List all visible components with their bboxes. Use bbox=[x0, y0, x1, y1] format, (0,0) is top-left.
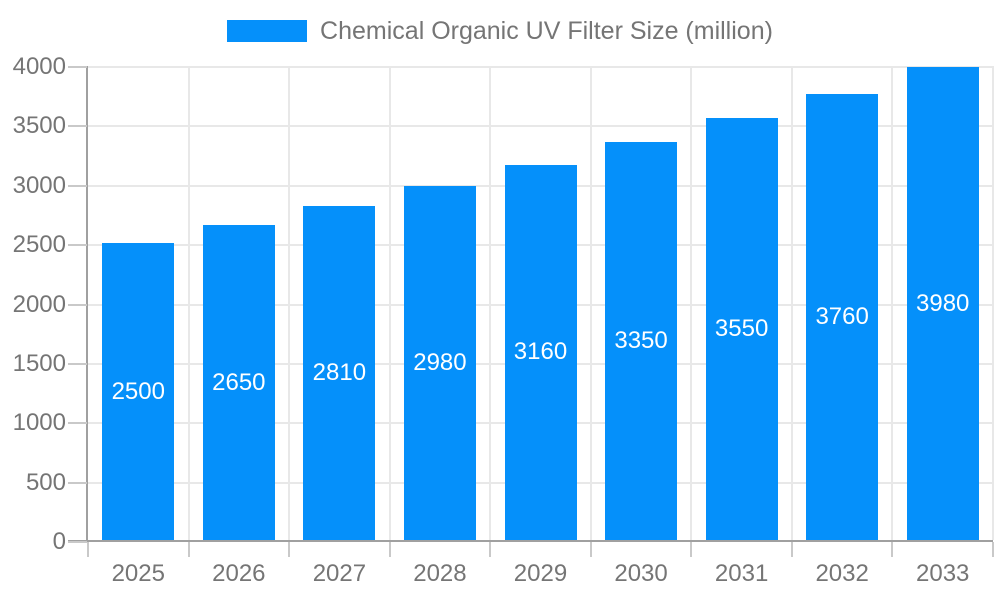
gridline-vertical bbox=[388, 66, 391, 540]
y-axis-tick bbox=[68, 422, 87, 425]
x-axis-label: 2027 bbox=[312, 560, 367, 587]
y-axis-label: 500 bbox=[25, 468, 66, 496]
y-axis-label: 2000 bbox=[12, 290, 66, 318]
bar-2033[interactable]: 3980 bbox=[906, 67, 979, 540]
bar-2032[interactable]: 3760 bbox=[806, 93, 879, 540]
gridline-horizontal bbox=[88, 66, 993, 68]
y-axis-tick bbox=[68, 362, 87, 365]
bar-2031[interactable]: 3550 bbox=[705, 118, 778, 540]
y-axis-label: 2500 bbox=[12, 231, 66, 259]
legend-swatch-icon bbox=[227, 20, 308, 42]
x-axis-tick bbox=[87, 542, 89, 557]
x-axis-tick bbox=[589, 542, 592, 557]
bar-2025[interactable]: 2500 bbox=[102, 243, 175, 540]
x-axis-tick bbox=[489, 542, 492, 557]
x-axis-label: 2026 bbox=[212, 560, 266, 587]
bar-value-label: 3760 bbox=[815, 302, 869, 330]
x-axis-tick bbox=[187, 542, 190, 557]
y-axis-label: 3000 bbox=[12, 171, 66, 199]
y-axis-label: 1000 bbox=[12, 409, 66, 437]
x-axis-tick bbox=[790, 542, 793, 557]
bar-value-label: 2810 bbox=[312, 359, 367, 387]
y-axis-tick bbox=[68, 541, 87, 543]
y-axis-tick bbox=[68, 66, 87, 68]
bar-2027[interactable]: 2810 bbox=[303, 206, 376, 540]
y-axis-label: 1500 bbox=[12, 349, 66, 377]
bar-2026[interactable]: 2650 bbox=[202, 225, 275, 540]
y-axis-tick bbox=[68, 244, 87, 247]
bar-value-label: 3550 bbox=[714, 315, 769, 343]
x-axis-label: 2029 bbox=[513, 560, 568, 587]
gridline-vertical bbox=[790, 66, 793, 540]
gridline-vertical bbox=[690, 66, 693, 540]
x-axis-label: 2031 bbox=[714, 560, 769, 587]
gridline-vertical bbox=[589, 66, 592, 540]
bar-2029[interactable]: 3160 bbox=[504, 164, 577, 540]
x-axis-label: 2030 bbox=[614, 560, 668, 587]
gridline-vertical bbox=[288, 66, 291, 540]
x-axis-tick bbox=[690, 542, 693, 557]
x-axis-label: 2028 bbox=[413, 560, 467, 587]
y-axis-tick bbox=[68, 481, 87, 484]
y-axis-label: 0 bbox=[52, 528, 66, 555]
bar-2030[interactable]: 3350 bbox=[605, 142, 678, 540]
y-axis-label: 4000 bbox=[12, 53, 66, 80]
x-axis-tick bbox=[388, 542, 391, 557]
bar-value-label: 2500 bbox=[111, 377, 165, 405]
legend-label: Chemical Organic UV Filter Size (million… bbox=[320, 16, 773, 45]
y-axis-tick bbox=[68, 125, 87, 128]
bar-value-label: 3980 bbox=[916, 289, 970, 317]
legend[interactable]: Chemical Organic UV Filter Size (million… bbox=[0, 16, 1000, 46]
bar-value-label: 2980 bbox=[413, 349, 467, 377]
bar-value-label: 3160 bbox=[513, 338, 568, 366]
gridline-vertical bbox=[891, 66, 894, 540]
bar-value-label: 3350 bbox=[614, 327, 668, 355]
x-axis-label: 2032 bbox=[815, 560, 869, 587]
x-axis-tick bbox=[992, 542, 994, 557]
y-axis-tick bbox=[68, 184, 87, 187]
y-axis-label: 3500 bbox=[12, 112, 66, 140]
bar-value-label: 2650 bbox=[212, 368, 266, 396]
gridline-vertical bbox=[489, 66, 492, 540]
gridline-horizontal bbox=[88, 125, 993, 128]
x-axis-tick bbox=[288, 542, 291, 557]
x-axis-tick bbox=[891, 542, 894, 557]
x-axis-label: 2033 bbox=[916, 560, 970, 587]
gridline-vertical bbox=[187, 66, 190, 540]
y-axis-tick bbox=[68, 303, 87, 306]
plot-area: 2500 2650 2810 2980 3160 3350 3550 3760 3980 bbox=[88, 66, 994, 540]
x-axis-line bbox=[68, 540, 993, 542]
x-axis-label: 2025 bbox=[111, 560, 165, 587]
bar-2028[interactable]: 2980 bbox=[403, 186, 476, 540]
y-axis-line bbox=[86, 66, 88, 543]
gridline-vertical bbox=[992, 66, 994, 540]
